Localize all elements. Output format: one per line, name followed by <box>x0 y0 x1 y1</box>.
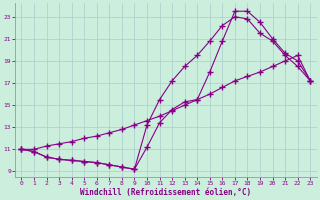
X-axis label: Windchill (Refroidissement éolien,°C): Windchill (Refroidissement éolien,°C) <box>80 188 252 197</box>
